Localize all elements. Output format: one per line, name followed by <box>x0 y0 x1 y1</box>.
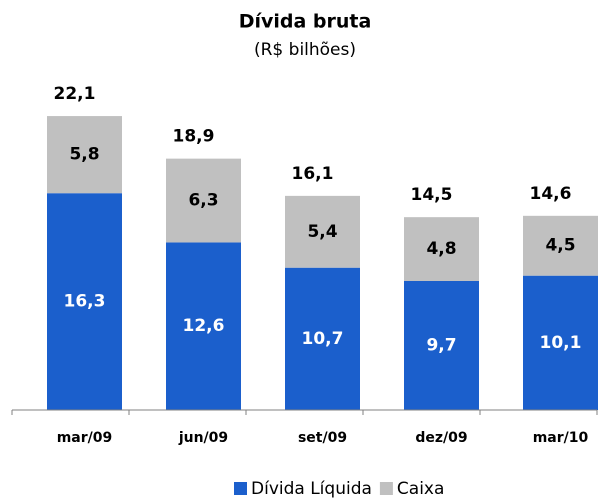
total-label: 18,9 <box>173 127 215 147</box>
bar-segment <box>285 267 360 410</box>
legend-swatch <box>379 482 393 495</box>
legend-label: Dívida Líquida <box>251 479 372 498</box>
value-label: 4,5 <box>545 236 575 256</box>
value-label: 16,3 <box>64 292 106 312</box>
x-tick-label: mar/10 <box>533 430 589 446</box>
bar-segment <box>47 193 122 410</box>
bar-segment <box>166 158 241 243</box>
bar-segment <box>404 217 479 281</box>
bar-segment <box>404 280 479 410</box>
value-label: 9,7 <box>426 335 456 355</box>
chart-title: Dívida bruta <box>239 11 372 33</box>
value-label: 10,7 <box>302 329 344 349</box>
bar-segment <box>166 242 241 410</box>
value-label: 5,4 <box>307 222 337 242</box>
chart-subtitle: (R$ bilhões) <box>254 40 356 60</box>
total-label: 16,1 <box>292 164 334 184</box>
bar-segment <box>285 195 360 268</box>
x-tick-label: set/09 <box>298 430 347 446</box>
value-label: 12,6 <box>183 316 225 336</box>
value-label: 5,8 <box>69 145 99 165</box>
value-label: 4,8 <box>426 239 456 259</box>
total-label: 14,6 <box>530 184 572 204</box>
bar-segment <box>47 116 122 194</box>
legend-swatch <box>234 482 247 495</box>
x-tick-label: mar/09 <box>57 430 113 446</box>
x-tick-label: jun/09 <box>178 430 228 446</box>
bar-segment <box>523 275 598 410</box>
legend-label: Caixa <box>397 479 445 498</box>
value-label: 6,3 <box>188 191 218 211</box>
bar-segment <box>523 215 598 276</box>
total-label: 22,1 <box>54 84 96 104</box>
x-tick-label: dez/09 <box>415 430 467 446</box>
value-label: 10,1 <box>540 333 582 353</box>
total-label: 14,5 <box>411 185 453 205</box>
